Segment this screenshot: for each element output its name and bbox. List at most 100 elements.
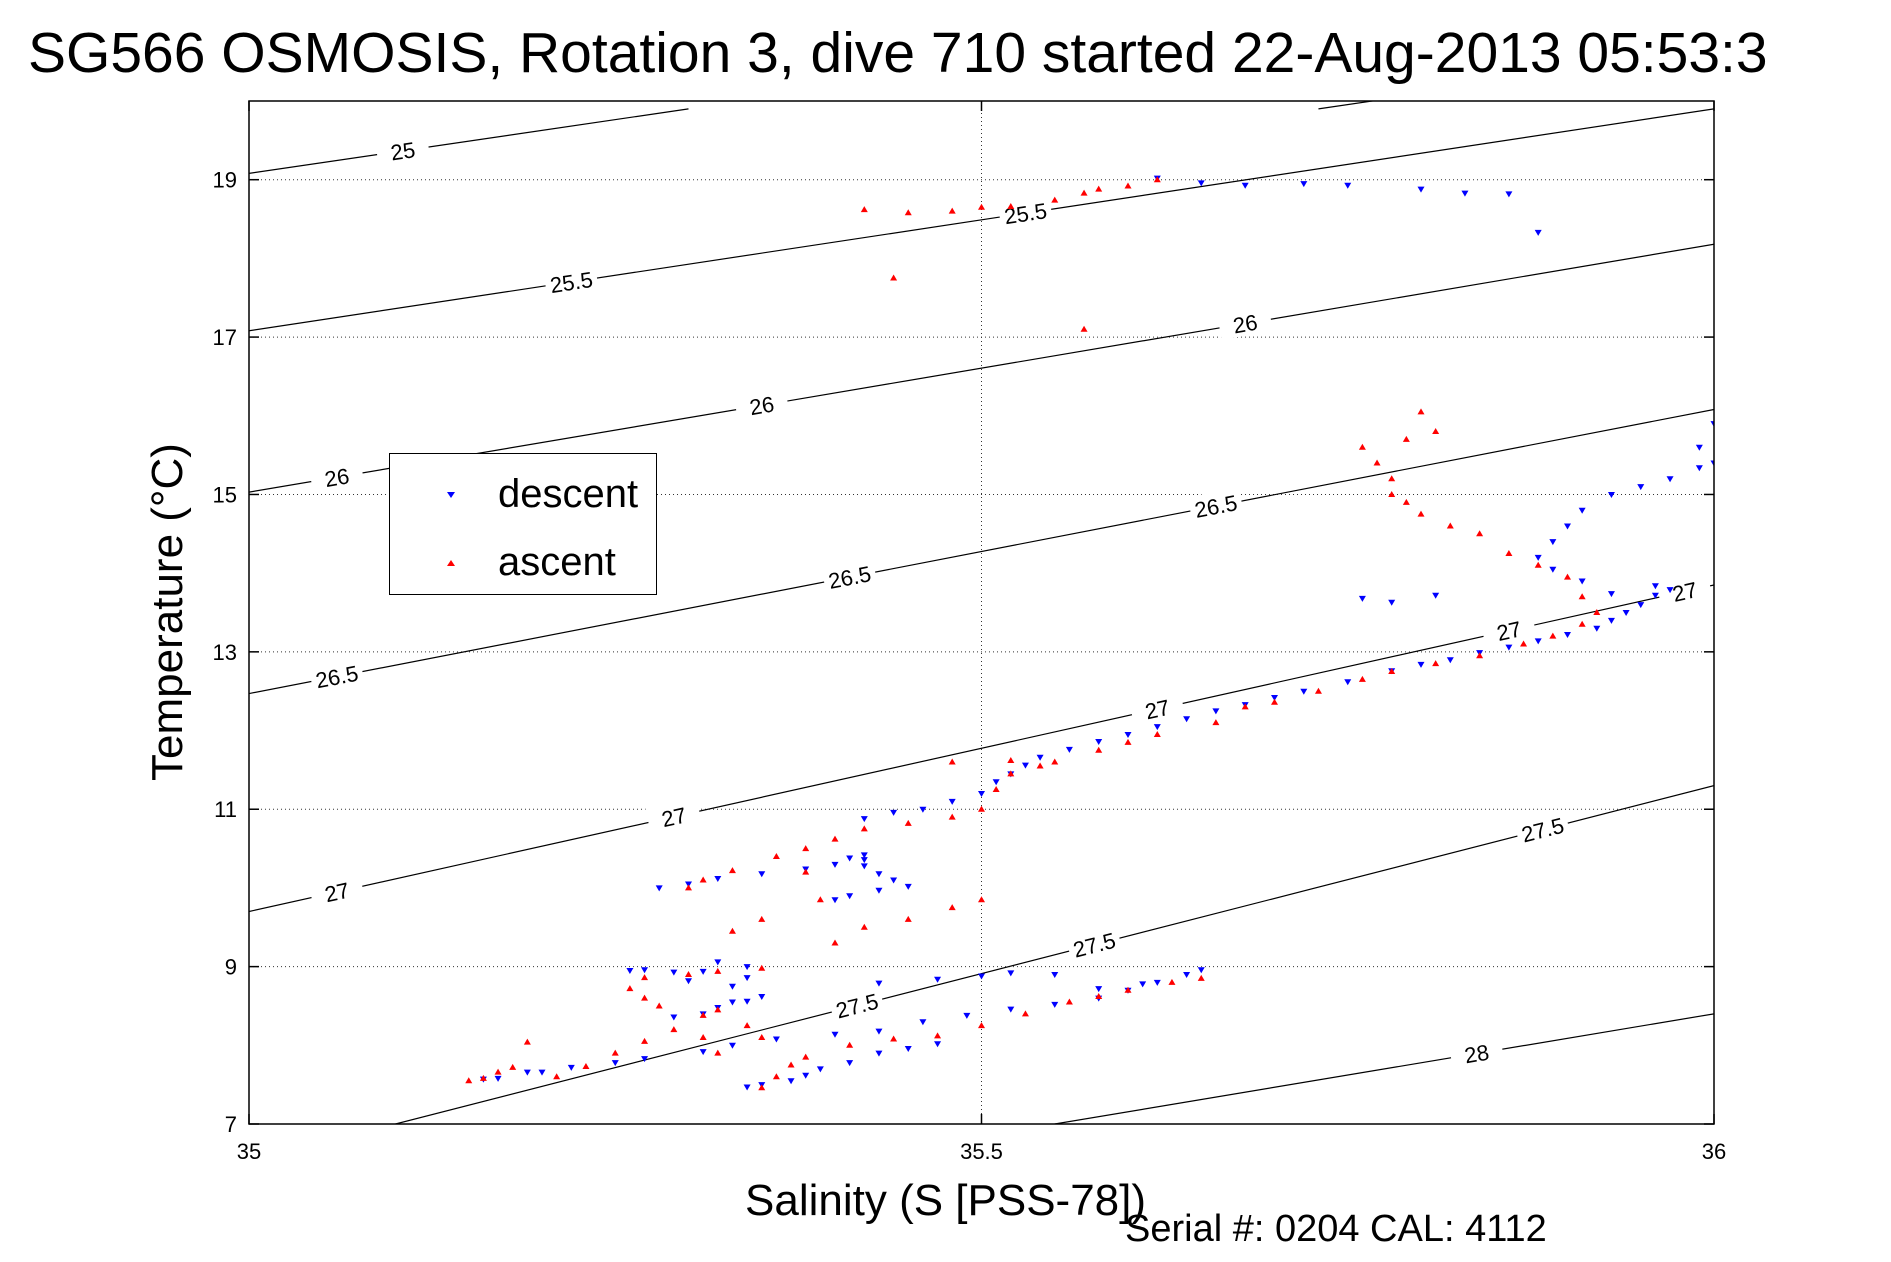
descent-point bbox=[904, 883, 912, 890]
descent-point bbox=[1021, 762, 1029, 769]
ascent-point bbox=[860, 923, 868, 930]
descent-point bbox=[992, 779, 1000, 786]
legend-label-ascent: ascent bbox=[498, 540, 616, 584]
density-contour-27 bbox=[249, 584, 1714, 913]
axis-ticks: 35 35.5 36 7 9 11 13 15 17 19 bbox=[213, 101, 1726, 1164]
ascent-point bbox=[772, 1073, 780, 1080]
descent-point bbox=[1388, 599, 1396, 606]
descent-point bbox=[1417, 661, 1425, 668]
contour-label: 27.5 bbox=[1071, 928, 1119, 963]
descent-point bbox=[1695, 465, 1703, 472]
ascent-point bbox=[641, 994, 649, 1001]
descent-point bbox=[641, 1056, 649, 1063]
ascent-point bbox=[1271, 698, 1278, 705]
x-tick-label: 36 bbox=[1702, 1139, 1726, 1164]
descent-point bbox=[1065, 746, 1073, 753]
contour-label-background bbox=[1187, 487, 1244, 523]
ascent-point bbox=[626, 985, 634, 992]
ascent-point bbox=[1593, 609, 1601, 615]
ascent-point bbox=[1080, 189, 1088, 196]
ascent-point bbox=[1373, 459, 1381, 466]
contour-label-group: 26.5 bbox=[821, 558, 878, 594]
y-tick-label: 9 bbox=[225, 955, 237, 980]
descent-point bbox=[1710, 421, 1714, 428]
descent-point bbox=[934, 976, 942, 983]
ascent-point bbox=[699, 1011, 707, 1018]
descent-point bbox=[860, 857, 868, 864]
contour-label: 27 bbox=[1494, 616, 1523, 646]
contour-label-group: 27.5 bbox=[1513, 809, 1571, 848]
density-contour-28 bbox=[1054, 1013, 1714, 1124]
descent-point bbox=[1710, 460, 1714, 467]
ascent-point bbox=[904, 819, 912, 826]
descent-point bbox=[875, 1050, 883, 1057]
contour-label-group: 26.5 bbox=[308, 657, 365, 693]
contour-label-background bbox=[1217, 305, 1273, 340]
ascent-point bbox=[1402, 435, 1410, 442]
descent-point bbox=[1564, 523, 1571, 530]
descent-point bbox=[1651, 583, 1659, 590]
ascent-point bbox=[1051, 196, 1059, 203]
ascent-point bbox=[758, 915, 766, 922]
ascent-point bbox=[1124, 182, 1132, 189]
ascent-point bbox=[1534, 561, 1542, 568]
descent-point bbox=[743, 975, 751, 982]
contour-label-background bbox=[375, 133, 431, 167]
ascent-point bbox=[758, 964, 766, 971]
ascent-point bbox=[1476, 530, 1484, 537]
ascent-point bbox=[1007, 770, 1015, 777]
descent-point bbox=[714, 959, 722, 966]
descent-point bbox=[1622, 610, 1630, 616]
descent-point bbox=[963, 1012, 971, 1019]
contour-label: 26 bbox=[323, 463, 351, 492]
contour-label-background bbox=[308, 459, 365, 494]
descent-point bbox=[1212, 708, 1220, 715]
ascent-point bbox=[1007, 202, 1015, 209]
ascent-point bbox=[860, 825, 868, 832]
contour-label: 27 bbox=[1670, 577, 1699, 607]
ascent-point bbox=[1095, 746, 1103, 753]
contour-label-background bbox=[1513, 809, 1571, 848]
ascent-point bbox=[1505, 549, 1513, 556]
descent-point bbox=[626, 968, 634, 975]
descent-point bbox=[743, 1084, 751, 1091]
descent-point bbox=[655, 885, 663, 892]
descent-point bbox=[1578, 578, 1586, 585]
descent-point bbox=[1183, 716, 1191, 723]
contour-label-background bbox=[828, 985, 886, 1024]
ascent-marker-icon bbox=[447, 560, 455, 566]
descent-point bbox=[1051, 971, 1059, 978]
descent-point bbox=[1607, 617, 1615, 624]
contour-label-group: 27 bbox=[1480, 611, 1537, 649]
descent-point bbox=[728, 999, 736, 1006]
descent-point bbox=[1564, 632, 1571, 639]
ascent-point bbox=[1388, 668, 1396, 675]
descent-point bbox=[1637, 484, 1645, 491]
descent-point bbox=[860, 863, 868, 870]
ascent-point bbox=[948, 813, 956, 820]
ascent-point bbox=[1080, 325, 1088, 332]
ascent-point bbox=[904, 209, 912, 216]
descent-point bbox=[758, 994, 766, 1001]
ascent-point bbox=[1197, 974, 1205, 981]
contour-label-background bbox=[543, 264, 599, 298]
descent-point bbox=[846, 855, 854, 862]
descent-point bbox=[831, 1031, 839, 1038]
descent-point bbox=[919, 1019, 927, 1026]
x-tick-label: 35 bbox=[237, 1139, 261, 1164]
descent-point bbox=[1300, 688, 1308, 695]
descent-point bbox=[494, 1075, 502, 1082]
descent-point bbox=[1549, 566, 1557, 573]
ascent-point bbox=[1358, 443, 1366, 450]
ascent-point bbox=[1124, 738, 1132, 745]
ascent-point bbox=[1432, 660, 1440, 667]
density-contour-27.5 bbox=[395, 785, 1714, 1124]
ascent-point bbox=[714, 1006, 722, 1013]
descent-point bbox=[743, 964, 751, 971]
descent-point bbox=[1432, 592, 1440, 599]
ascent-point bbox=[1388, 490, 1396, 497]
descent-point bbox=[728, 983, 736, 990]
descent-point bbox=[1446, 657, 1454, 664]
contour-label: 26 bbox=[1231, 310, 1259, 339]
ascent-point bbox=[860, 206, 868, 213]
